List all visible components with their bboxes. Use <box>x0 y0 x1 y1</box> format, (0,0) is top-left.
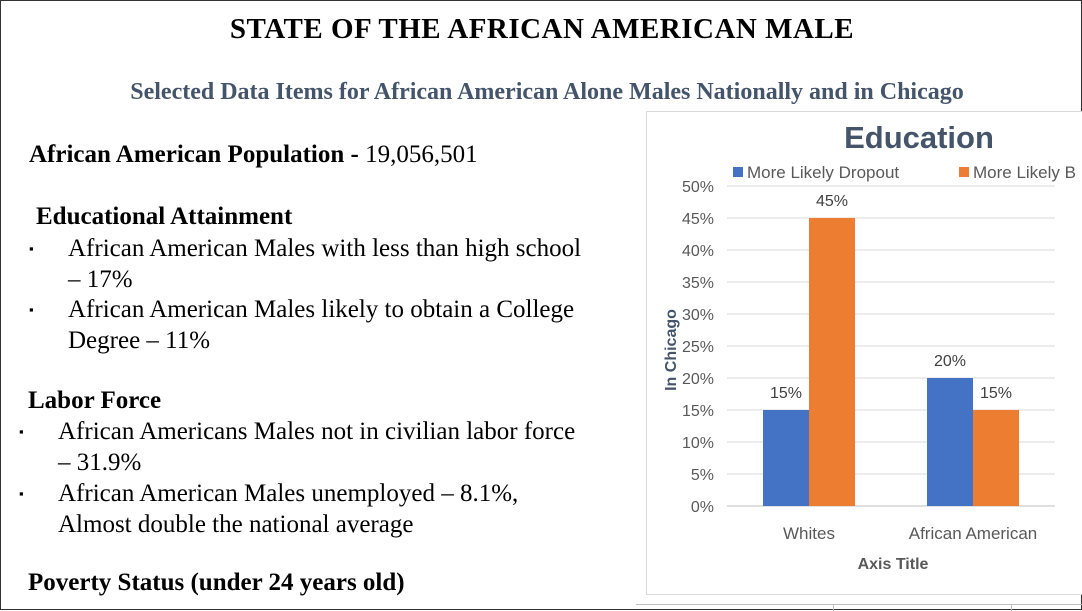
page-title: STATE OF THE AFRICAN AMERICAN MALE <box>229 13 855 45</box>
bullet-icon: ▪ <box>19 486 24 501</box>
chart-title: Education <box>844 120 994 155</box>
list-item-line: African American Males likely to obtain … <box>68 296 575 323</box>
y-tick-label: 25% <box>682 339 714 356</box>
x-axis-title: Axis Title <box>858 556 929 573</box>
y-tick-label: 50% <box>682 179 714 196</box>
section-heading-labor: Labor Force <box>28 387 162 414</box>
education-chart: Education More Likely Dropout More Likely… <box>646 111 1082 595</box>
legend-swatch <box>733 167 743 177</box>
list-item-line: African American Males with less than hi… <box>68 235 582 262</box>
y-tick-label: 10% <box>682 435 714 452</box>
chart-legend: More Likely Dropout More Likely B <box>733 163 1076 182</box>
y-tick-label: 5% <box>691 467 714 484</box>
data-label: 15% <box>980 385 1012 402</box>
data-label: 45% <box>816 193 848 210</box>
table-edge <box>636 604 1082 605</box>
x-tick-label: African American <box>909 524 1038 543</box>
bar <box>809 218 855 506</box>
list-item-line: – 31.9% <box>58 449 142 476</box>
data-label: 20% <box>934 353 966 370</box>
list-item: ▪ African American Males likely to obtai… <box>29 294 574 356</box>
y-tick-label: 35% <box>682 275 714 292</box>
bar <box>763 410 809 506</box>
list-item-line: Degree – 11% <box>68 327 211 354</box>
bar <box>973 410 1019 506</box>
section-heading-education: Educational Attainment <box>36 203 293 230</box>
data-label: 15% <box>770 385 802 402</box>
page-subtitle: Selected Data Items for African American… <box>130 79 964 105</box>
population-value: 19,056,501 <box>365 141 478 168</box>
y-axis-ticks: 0% 5% 10% 15% 20% 25% 30% 35% 40% 45% 50% <box>682 179 714 516</box>
legend-label: More Likely B <box>973 163 1076 182</box>
y-tick-label: 45% <box>682 211 714 228</box>
bullet-icon: ▪ <box>29 302 34 317</box>
population-label: African American Population - <box>29 141 366 168</box>
table-edge-tick <box>833 604 834 611</box>
section-heading-poverty: Poverty Status (under 24 years old) <box>28 569 405 596</box>
list-item-line: Almost double the national average <box>58 511 414 538</box>
bar <box>927 378 973 506</box>
list-item: ▪ African Americans Males not in civilia… <box>19 416 575 478</box>
y-axis-title: In Chicago <box>663 309 680 391</box>
list-item: ▪ African American Males with less than … <box>29 233 581 295</box>
legend-swatch <box>959 167 969 177</box>
y-tick-label: 30% <box>682 307 714 324</box>
list-item-line: African Americans Males not in civilian … <box>58 418 576 445</box>
list-item-line: African American Males unemployed – 8.1%… <box>58 480 519 507</box>
chart-svg: Education More Likely Dropout More Likely… <box>663 120 1076 573</box>
list-item: ▪ African American Males unemployed – 8.… <box>19 478 518 540</box>
x-tick-label: Whites <box>783 524 835 543</box>
table-edge-tick <box>1011 604 1012 611</box>
y-tick-label: 40% <box>682 243 714 260</box>
list-item-line: – 17% <box>68 266 133 293</box>
legend-label: More Likely Dropout <box>747 163 899 182</box>
bullet-icon: ▪ <box>19 424 24 439</box>
y-tick-label: 15% <box>682 403 714 420</box>
y-tick-label: 20% <box>682 371 714 388</box>
bullet-icon: ▪ <box>29 241 34 256</box>
chart-bars: 15% 45% 20% 15% <box>763 193 1019 506</box>
population-line: African American Population - 19,056,501 <box>29 141 478 169</box>
x-axis-ticks: Whites African American <box>783 524 1037 543</box>
y-tick-label: 0% <box>691 499 714 516</box>
